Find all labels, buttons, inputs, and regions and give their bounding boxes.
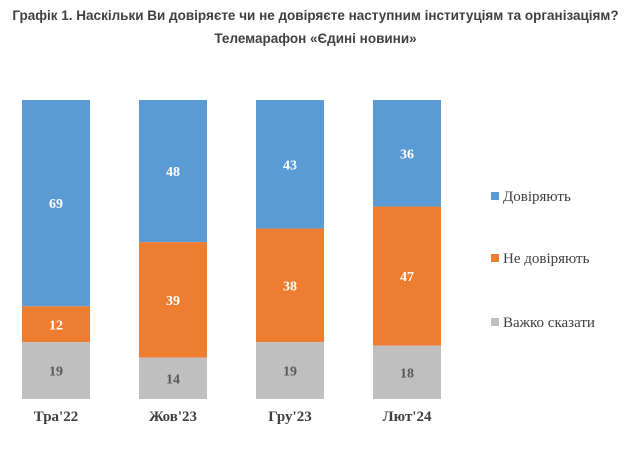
chart-subtitle: Телемарафон «Єдині новини» — [214, 31, 417, 46]
legend-swatch — [491, 318, 499, 326]
data-label: 19 — [49, 365, 63, 380]
legend-swatch — [491, 192, 499, 200]
chart-title: Графік 1. Наскільки Ви довіряєте чи не д… — [12, 8, 619, 23]
data-label: 43 — [283, 158, 297, 173]
legend-label: Довіряють — [503, 189, 571, 205]
chart-title-block: Графік 1. Наскільки Ви довіряєте чи не д… — [0, 6, 631, 49]
category-label: Жов'23 — [149, 409, 197, 425]
data-label: 14 — [166, 372, 180, 387]
bars-group: 69 12 19 Тра'22 48 39 14 Жов'23 43 38 19 Гру'23 36 47… — [22, 100, 441, 425]
bar-segment — [139, 100, 207, 243]
data-label: 69 — [49, 197, 63, 212]
data-label: 38 — [283, 279, 297, 294]
legend-label: Важко сказати — [503, 315, 595, 331]
data-label: 39 — [166, 294, 180, 309]
bar-segment — [373, 100, 441, 207]
bar-segment — [22, 342, 90, 399]
data-label: 48 — [166, 165, 180, 180]
data-label: 18 — [400, 366, 414, 381]
bar-segment — [373, 345, 441, 399]
category-label: Лют'24 — [383, 409, 432, 425]
data-label: 47 — [400, 270, 414, 285]
bar-segment — [22, 306, 90, 343]
legend-swatch — [491, 254, 499, 262]
category-label: Гру'23 — [268, 409, 311, 425]
bar-segment — [22, 100, 90, 307]
bar-segment — [256, 342, 324, 399]
data-label: 36 — [400, 147, 414, 162]
data-label: 12 — [49, 318, 63, 333]
category-label: Тра'22 — [34, 409, 78, 425]
bar-segment — [139, 242, 207, 358]
bar-segment — [256, 228, 324, 343]
bar-segment — [373, 206, 441, 346]
legend-label: Не довіряють — [503, 251, 590, 267]
data-label: 19 — [283, 365, 297, 380]
legend: Довіряють Не довіряють Важко сказати — [491, 189, 595, 331]
bar-segment — [139, 357, 207, 399]
bar-segment — [256, 100, 324, 229]
